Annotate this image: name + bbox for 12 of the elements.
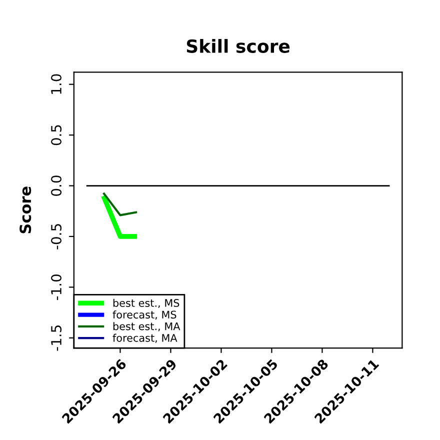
y-tick-label: 1.0 <box>51 74 62 94</box>
legend-label: forecast, MA <box>112 334 178 343</box>
y-tick-label: -0.5 <box>51 224 62 250</box>
chart-title: Skill score <box>186 38 290 53</box>
y-axis-title: Score <box>20 186 32 234</box>
legend-label: forecast, MS <box>112 310 176 320</box>
y-tick-label: -1.0 <box>51 274 62 300</box>
y-tick-label: -1.5 <box>51 326 62 351</box>
y-tick-label: 0.5 <box>51 125 62 146</box>
legend-label: best est., MA <box>113 322 180 332</box>
y-tick-label: 0.0 <box>51 176 62 196</box>
legend-label: best est., MS <box>113 298 180 308</box>
